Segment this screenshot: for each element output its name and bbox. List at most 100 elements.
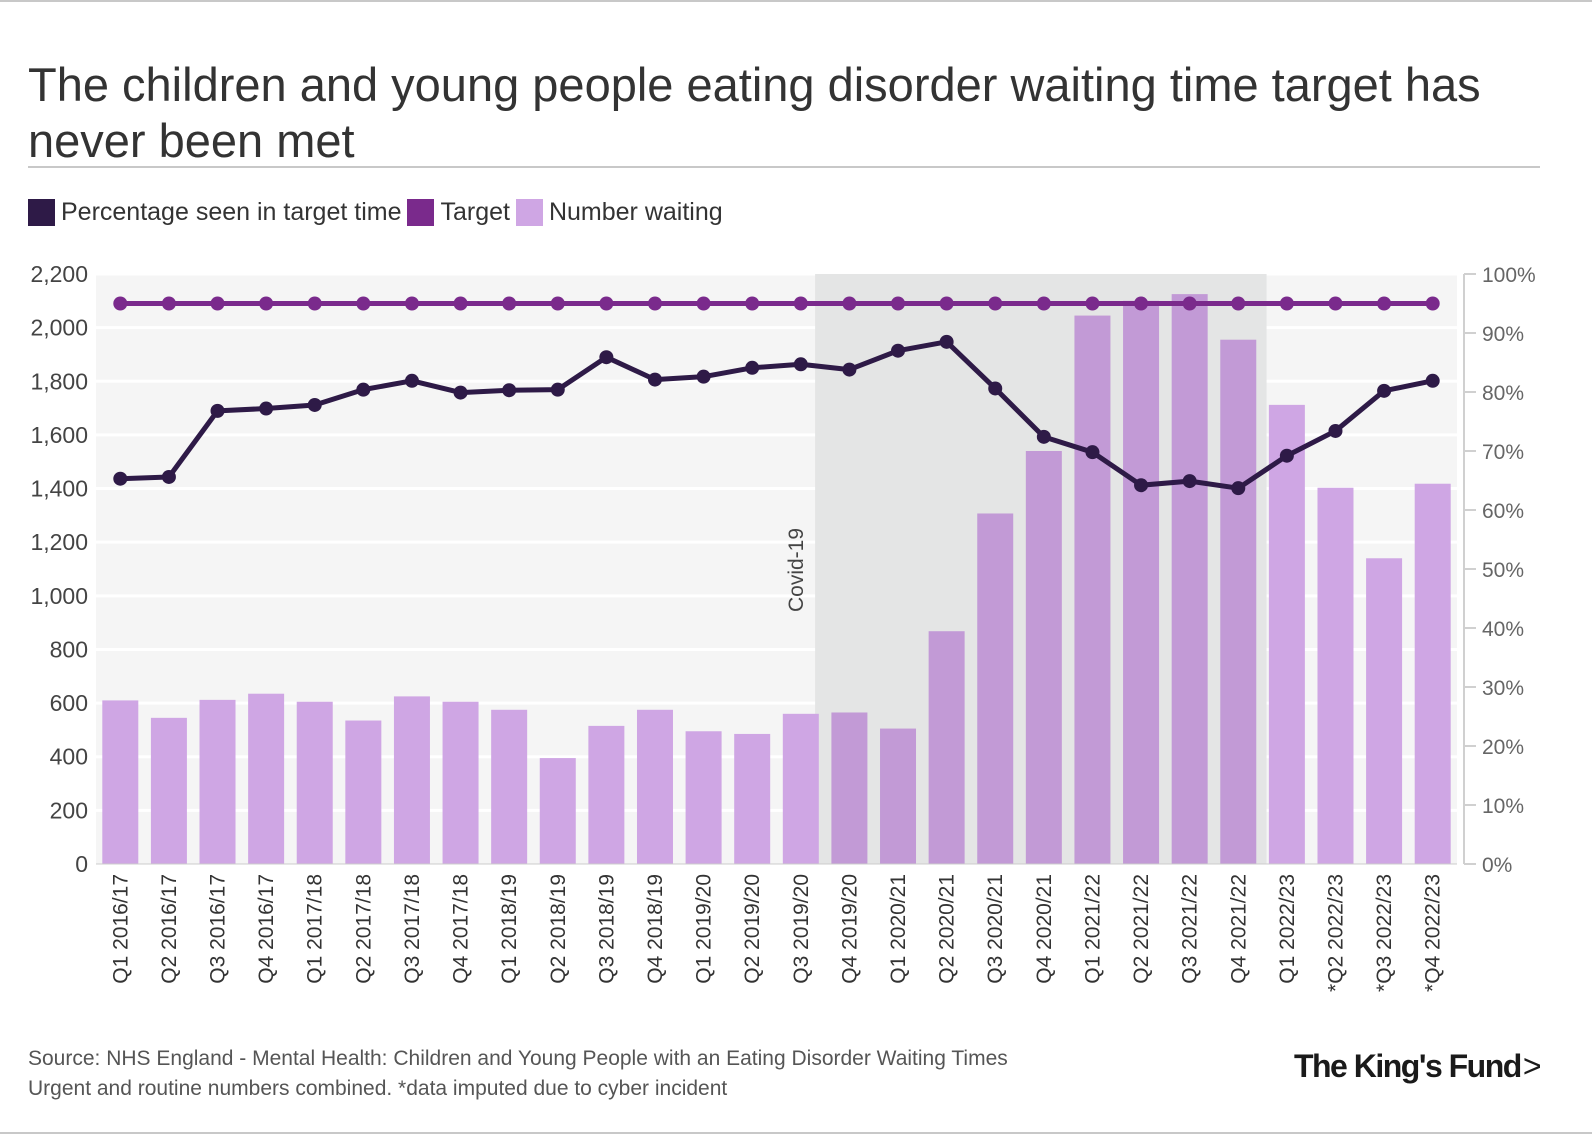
percentage-point bbox=[259, 401, 274, 416]
x-axis-category-label: Q2 2019/20 bbox=[741, 874, 764, 984]
target-point bbox=[1231, 296, 1246, 311]
bar-number-waiting bbox=[150, 717, 187, 864]
target-point bbox=[939, 296, 954, 311]
percentage-point bbox=[842, 362, 857, 377]
bar-number-waiting bbox=[199, 699, 236, 864]
bottom-border bbox=[0, 1132, 1592, 1134]
x-axis-category-label: Q4 2021/22 bbox=[1227, 874, 1250, 984]
bar-number-waiting bbox=[977, 513, 1014, 864]
legend-swatch-number-waiting bbox=[515, 199, 543, 226]
kings-fund-logo: The King's Fund> bbox=[1293, 1048, 1542, 1085]
bar-number-waiting bbox=[1268, 404, 1305, 864]
chevron-right-icon: > bbox=[1522, 1048, 1542, 1084]
target-point bbox=[1182, 296, 1197, 311]
target-point bbox=[307, 296, 322, 311]
bar-number-waiting bbox=[393, 696, 430, 864]
legend-swatch-percentage bbox=[28, 199, 55, 226]
right-axis-tick-label: 20% bbox=[1482, 736, 1524, 759]
target-point bbox=[988, 296, 1003, 311]
percentage-point bbox=[988, 381, 1003, 396]
percentage-point bbox=[356, 382, 371, 397]
percentage-point bbox=[1377, 383, 1392, 398]
percentage-point bbox=[1182, 474, 1197, 489]
target-point bbox=[1377, 296, 1392, 311]
right-axis-tick-label: 90% bbox=[1482, 323, 1524, 346]
chart-title: The children and young people eating dis… bbox=[28, 58, 1481, 168]
percentage-point bbox=[599, 350, 614, 365]
right-axis-tick-label: 30% bbox=[1482, 677, 1524, 700]
target-point bbox=[1425, 296, 1440, 311]
logo-text: The King's Fund bbox=[1293, 1048, 1522, 1084]
target-point bbox=[599, 296, 614, 311]
target-point bbox=[1328, 296, 1343, 311]
bar-number-waiting bbox=[1220, 339, 1257, 864]
target-point bbox=[696, 296, 711, 311]
right-axis-tick-label: 80% bbox=[1482, 382, 1524, 405]
bar-number-waiting bbox=[880, 728, 917, 864]
bar-number-waiting bbox=[1123, 300, 1160, 864]
x-axis-category-label: Q4 2020/21 bbox=[1033, 874, 1056, 984]
source-note: Source: NHS England - Mental Health: Chi… bbox=[28, 1044, 1008, 1104]
left-axis-tick-label: 800 bbox=[50, 636, 88, 662]
target-point bbox=[259, 296, 274, 311]
target-point bbox=[1085, 296, 1100, 311]
percentage-point bbox=[1036, 429, 1051, 444]
percentage-point bbox=[161, 469, 176, 484]
percentage-point bbox=[113, 471, 128, 486]
bar-number-waiting bbox=[1171, 294, 1208, 864]
x-axis-category-label: Q3 2019/20 bbox=[790, 874, 813, 984]
percentage-line bbox=[120, 339, 1434, 491]
bar-number-waiting bbox=[296, 701, 333, 864]
right-axis-tick-label: 0% bbox=[1482, 854, 1512, 877]
right-axis-tick-label: 40% bbox=[1482, 618, 1524, 641]
legend-item-number-waiting: Number waiting bbox=[515, 198, 723, 227]
percentage-point bbox=[1134, 478, 1149, 493]
x-axis-category-label: Q3 2017/18 bbox=[401, 874, 424, 984]
left-axis-tick-label: 0 bbox=[75, 851, 88, 877]
top-border bbox=[0, 0, 1592, 2]
percentage-point bbox=[793, 357, 808, 372]
target-point bbox=[502, 296, 517, 311]
target-point bbox=[647, 296, 662, 311]
target-point bbox=[453, 296, 468, 311]
source-line: Source: NHS England - Mental Health: Chi… bbox=[28, 1047, 1008, 1070]
right-axis-tick-label: 50% bbox=[1482, 559, 1524, 582]
percentage-point bbox=[1328, 423, 1343, 438]
bar-number-waiting bbox=[831, 712, 868, 864]
bar-number-waiting bbox=[782, 713, 819, 864]
covid-annotation-label: Covid-19 bbox=[785, 528, 808, 612]
left-axis-tick-label: 1,600 bbox=[30, 422, 88, 448]
bar-number-waiting bbox=[685, 731, 722, 864]
legend-label-percentage: Percentage seen in target time bbox=[61, 198, 402, 226]
x-axis-category-label: Q3 2021/22 bbox=[1179, 874, 1202, 984]
target-point bbox=[210, 296, 225, 311]
combo-chart: Covid-19 0 200 400 600 800 1,000 1,200 1,400 1,60… bbox=[30, 261, 1535, 992]
target-point bbox=[1134, 296, 1149, 311]
x-axis-category-label: Q1 2017/18 bbox=[304, 874, 327, 984]
percentage-point bbox=[502, 383, 517, 398]
x-axis-category-label: *Q4 2022/23 bbox=[1422, 874, 1445, 992]
bar-number-waiting bbox=[734, 733, 771, 864]
bar-number-waiting bbox=[636, 709, 673, 864]
x-axis-category-label: Q1 2016/17 bbox=[109, 874, 132, 984]
bar-number-waiting bbox=[491, 709, 528, 864]
left-axis-tick-label: 1,400 bbox=[30, 476, 88, 502]
x-axis-category-label: Q3 2020/21 bbox=[984, 874, 1007, 984]
x-axis-category-label: Q4 2016/17 bbox=[255, 874, 278, 984]
x-axis-category-label: Q2 2017/18 bbox=[352, 874, 375, 984]
right-axis-tick-label: 10% bbox=[1482, 795, 1524, 818]
right-axis-tick-label: 60% bbox=[1482, 500, 1524, 523]
target-point bbox=[550, 296, 565, 311]
x-axis-category-label: Q1 2021/22 bbox=[1081, 874, 1104, 984]
bar-number-waiting bbox=[1414, 483, 1451, 864]
left-axis-tick-label: 2,200 bbox=[30, 261, 88, 287]
x-axis-category-label: Q2 2016/17 bbox=[158, 874, 181, 984]
target-point bbox=[404, 296, 419, 311]
target-point bbox=[842, 296, 857, 311]
bar-number-waiting bbox=[539, 758, 576, 864]
x-axis-category-label: *Q3 2022/23 bbox=[1373, 874, 1396, 992]
percentage-point bbox=[1085, 445, 1100, 460]
left-axis-tick-label: 1,200 bbox=[30, 529, 88, 555]
percentage-point bbox=[647, 372, 662, 387]
legend-swatch-target bbox=[407, 199, 435, 226]
